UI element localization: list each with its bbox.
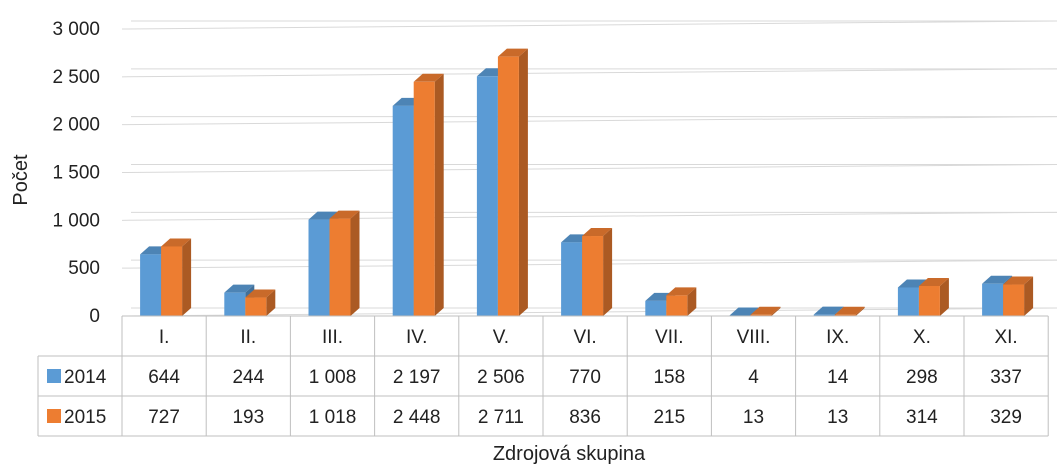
data-label: 770 [569,367,601,388]
y-axis-title: Počet [10,154,32,206]
data-label: 644 [148,367,180,388]
y-tick-label: 2 000 [52,115,100,136]
y-tick-label: 1 500 [52,163,100,184]
bar-top [245,289,276,298]
gridline-link [121,164,1057,173]
bar-2015-IX. [834,314,856,316]
bar-2015-II. [245,297,267,316]
data-label: 337 [990,367,1022,388]
bar-top [750,306,781,315]
gridline-link [121,20,1057,30]
data-label: 215 [653,407,685,428]
data-label: 13 [743,407,764,428]
category-label: II. [240,327,256,348]
legend-swatch-2015 [47,409,61,423]
bar-side [939,277,949,316]
bar-2014-III. [308,219,330,316]
data-label: 244 [232,367,264,388]
bar-2014-V. [476,76,498,316]
category-label: XI. [994,327,1017,348]
bar-2014-VI. [561,242,583,316]
bar-top [1003,276,1034,285]
category-label: VII. [655,327,684,348]
category-label: VIII. [737,327,771,348]
x-axis-title: Zdrojová skupina [493,443,646,465]
bar-2015-III. [329,218,351,316]
y-tick-label: 0 [89,306,100,327]
data-label: 193 [232,407,264,428]
data-label: 2 448 [393,407,441,428]
y-tick-label: 1 000 [52,210,100,231]
y-tick-label: 2 500 [52,67,100,88]
legend-label: 2015 [64,407,106,428]
bar-side [266,289,276,316]
category-label: V. [493,327,509,348]
bar-side [603,228,613,316]
bar-2015-VI. [582,236,604,316]
bar-2015-XI. [1003,284,1025,316]
y-tick-label: 500 [68,258,100,279]
category-label: X. [913,327,931,348]
bar-2015-IV. [413,81,435,316]
category-label: IX. [826,327,849,348]
data-label: 158 [653,367,685,388]
data-label: 14 [827,367,849,388]
bar-top [982,275,1013,284]
bar-2015-I. [161,246,183,316]
data-label: 2 197 [393,367,441,388]
bar-top [413,73,444,82]
bar-2014-XI. [982,283,1004,316]
data-label: 727 [148,407,180,428]
data-label: 2 506 [477,367,525,388]
gridline-link [121,68,1057,78]
bar-2014-II. [224,292,246,316]
bar-side [687,287,697,316]
y-tick-label: 3 000 [52,19,100,40]
bar-top [224,284,255,293]
data-label: 1 008 [309,367,357,388]
bar-2015-X. [918,285,940,316]
bar-2014-IV. [392,105,414,316]
data-label: 1 018 [309,407,357,428]
gridline-link [121,211,1057,221]
bar-side [771,306,781,316]
bar-side [350,210,360,316]
bar-top [161,238,192,247]
bar-side [434,73,444,316]
category-label: IV. [406,327,428,348]
bar-2015-VII. [666,295,688,316]
legend-label: 2014 [64,367,107,388]
data-label: 314 [906,407,938,428]
bar-top [813,306,844,315]
bar-2014-I. [140,254,162,316]
data-label: 2 711 [478,407,524,428]
bar-top [497,48,528,57]
bar-top [918,277,949,286]
category-label: III. [322,327,343,348]
legend-swatch-2014 [47,369,61,383]
data-label: 4 [748,367,759,388]
category-label: VI. [573,327,596,348]
bar-2014-X. [897,287,919,316]
category-label: I. [159,327,170,348]
data-label: 836 [569,407,601,428]
bar-side [1024,276,1034,316]
data-label: 298 [906,367,938,388]
bar-2015-V. [497,56,519,316]
bar-top [329,210,360,219]
bar-side [855,306,865,316]
bar-top [582,228,613,237]
bar-2014-IX. [813,314,835,316]
bar-2014-VII. [645,300,667,316]
bar-side [518,48,528,316]
bar-top [834,306,865,315]
bar-top [666,287,697,296]
gridline-link [121,116,1057,126]
bar-2015-VIII. [750,314,772,316]
data-label: 329 [990,407,1022,428]
bar-side [182,238,192,316]
data-label: 13 [827,407,848,428]
